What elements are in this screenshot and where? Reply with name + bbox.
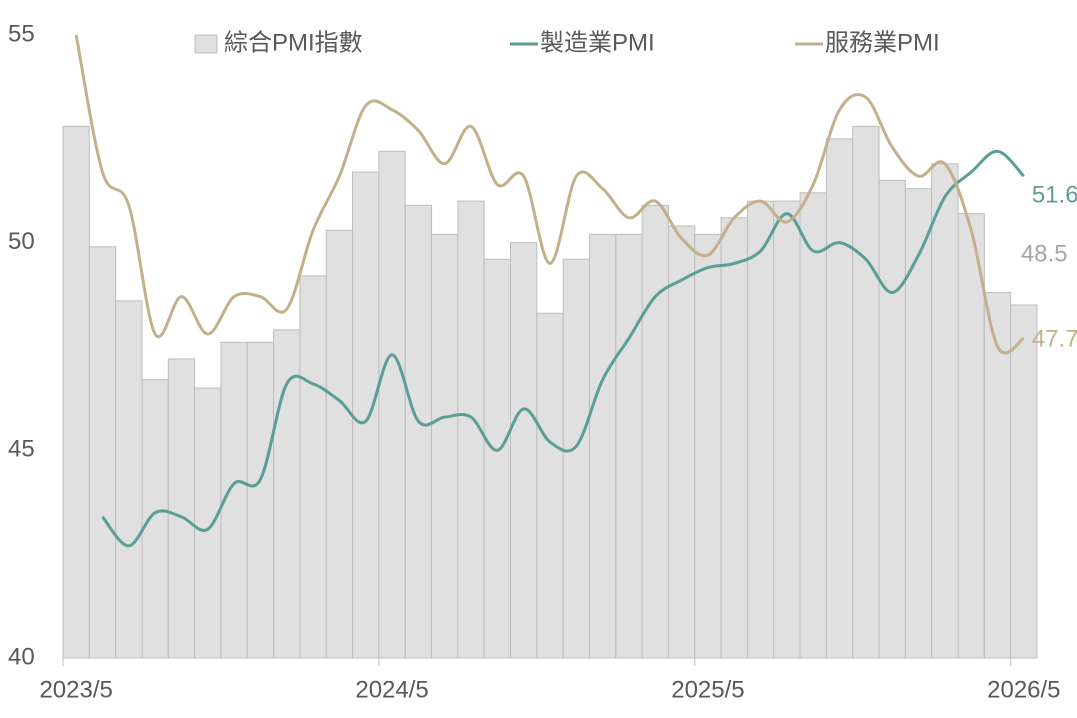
value-label: 51.6 [1032,182,1077,209]
y-tick-label: 40 [8,643,35,670]
bar [273,329,301,659]
bar [931,163,959,659]
bar [62,125,90,659]
bar [352,171,380,659]
bar [194,387,222,659]
bar [957,213,985,659]
bar [510,242,538,659]
bar [299,275,327,659]
bar [667,225,696,659]
legend-swatch [194,34,218,54]
bar [141,379,169,659]
y-tick-label: 45 [8,436,35,463]
line [74,34,1025,355]
bar [588,233,617,659]
bar [404,204,433,659]
value-label: 48.5 [1021,240,1068,267]
legend-label: 製造業PMI [540,29,655,56]
y-tick-label: 55 [8,20,35,47]
bar [746,200,775,659]
x-tick-label: 2023/5 [39,676,112,703]
bar [615,233,643,659]
bar [167,358,196,659]
bar [641,204,669,659]
bar [825,138,854,659]
bar [720,217,748,659]
bar [799,192,827,659]
bar [694,233,722,659]
bar [562,258,590,659]
y-tick-label: 50 [8,228,35,255]
bar [88,246,117,659]
bar [904,188,933,659]
line [101,149,1025,548]
bar [431,233,459,659]
bar [483,258,512,659]
bar [325,229,354,659]
bar [773,200,801,659]
bar [1010,304,1038,659]
bar [115,300,143,659]
bar [878,179,906,659]
x-tick-label: 2026/5 [987,676,1060,703]
bar [246,341,275,659]
bar [852,125,880,659]
value-label: 47.7 [1032,326,1077,353]
legend-label: 綜合PMI指數 [224,29,363,56]
bar [536,312,564,659]
legend-label: 服務業PMI [825,29,940,56]
x-tick-label: 2024/5 [355,676,428,703]
bar [378,150,406,659]
x-tick-label: 2025/5 [671,676,744,703]
